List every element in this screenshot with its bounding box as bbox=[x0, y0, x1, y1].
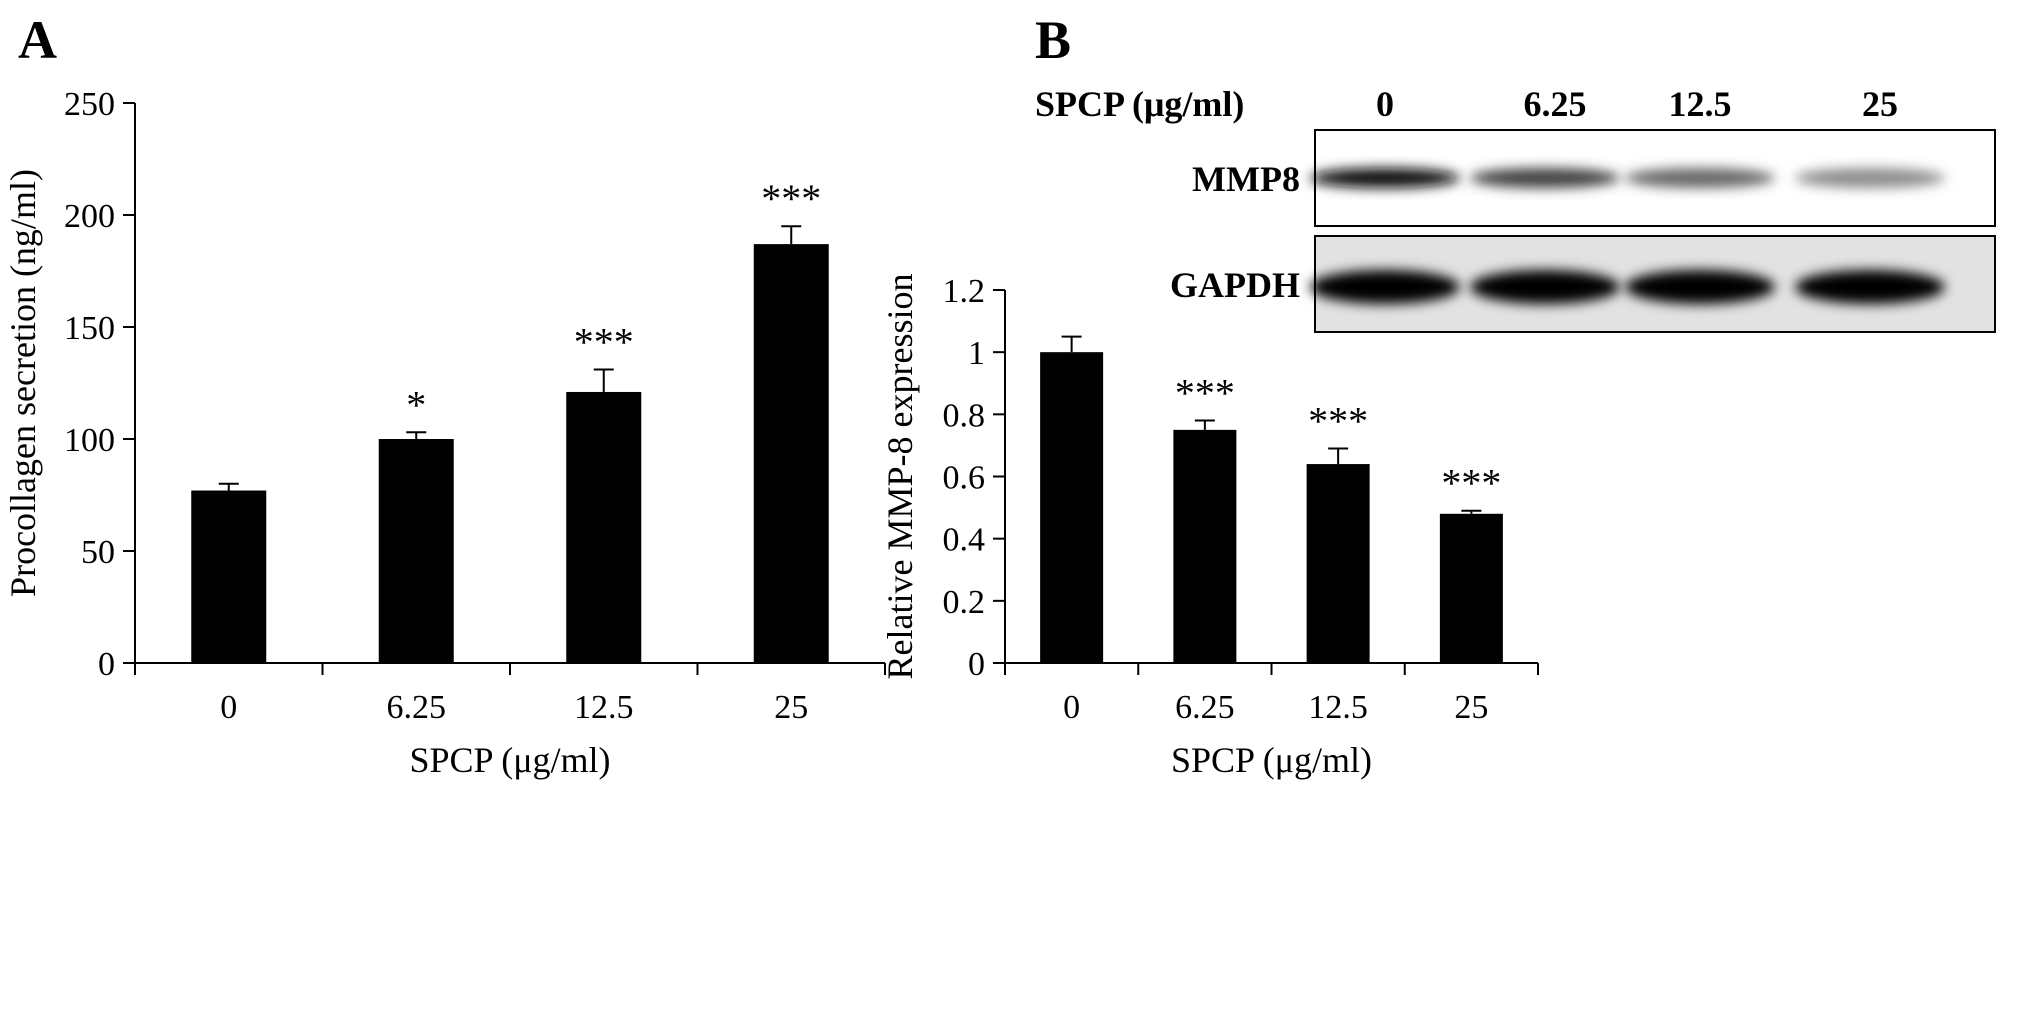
significance-label: *** bbox=[574, 320, 634, 365]
blot-band bbox=[1310, 270, 1460, 304]
blot-band bbox=[1470, 168, 1620, 188]
chart-a-x-ticks: 0 6.25 12.5 25 bbox=[134, 663, 886, 726]
y-tick-label: 0.2 bbox=[943, 584, 986, 621]
y-tick-label: 0.6 bbox=[943, 460, 986, 497]
blot-lane-label: 6.25 bbox=[1524, 84, 1587, 124]
blot-lane-label: 0 bbox=[1376, 84, 1394, 124]
significance-label: *** bbox=[761, 176, 821, 221]
bar bbox=[1306, 464, 1370, 663]
chart-a-y-ticks: 0 50 100 150 200 250 bbox=[64, 86, 135, 683]
blot-rows: MMP8 GAPDH bbox=[1170, 129, 1996, 333]
x-tick-label: 6.25 bbox=[387, 689, 447, 726]
blot-band bbox=[1310, 168, 1460, 188]
blot-lane-label: 12.5 bbox=[1669, 84, 1732, 124]
blot-band bbox=[1795, 270, 1945, 304]
blot-row: MMP8 bbox=[1192, 129, 1996, 227]
significance-label: *** bbox=[1441, 461, 1501, 506]
blot-row: GAPDH bbox=[1170, 235, 1996, 333]
y-tick-label: 150 bbox=[64, 310, 115, 347]
blot-row-label: MMP8 bbox=[1192, 159, 1300, 199]
chart-a-x-axis-label: SPCP (μg/ml) bbox=[409, 740, 610, 780]
significance-label: * bbox=[406, 382, 426, 427]
chart-b-x-ticks: 0 6.25 12.5 25 bbox=[1004, 663, 1539, 726]
bar bbox=[191, 490, 267, 663]
x-tick-label: 25 bbox=[774, 689, 808, 726]
y-tick-label: 0 bbox=[98, 646, 115, 683]
western-blot: SPCP (μg/ml) 0 6.25 12.5 25 MMP8 GAPDH bbox=[1035, 84, 1996, 333]
bar bbox=[378, 439, 454, 663]
y-tick-label: 1 bbox=[968, 335, 985, 372]
blot-band bbox=[1470, 270, 1620, 304]
chart-a-error-bars bbox=[218, 225, 802, 491]
chart-b: 0 0.2 0.4 0.6 0.8 1 1.2 0 6.25 12.5 25 *** ****** … bbox=[880, 273, 1539, 780]
bar bbox=[1439, 513, 1503, 663]
x-tick-label: 0 bbox=[220, 689, 237, 726]
blot-band bbox=[1625, 270, 1775, 304]
blot-band bbox=[1625, 168, 1775, 188]
bar bbox=[1173, 429, 1237, 663]
y-tick-label: 0.8 bbox=[943, 397, 986, 434]
y-tick-label: 1.2 bbox=[943, 273, 986, 310]
chart-a-bars bbox=[191, 244, 829, 663]
chart-b-y-axis-label: Relative MMP-8 expression bbox=[880, 274, 920, 680]
chart-a-significance: ******* bbox=[406, 176, 821, 427]
bar bbox=[753, 244, 829, 663]
chart-b-error-bars bbox=[1061, 335, 1482, 514]
x-tick-label: 6.25 bbox=[1175, 689, 1235, 726]
blot-lane-label: 25 bbox=[1862, 84, 1898, 124]
y-tick-label: 0.4 bbox=[943, 522, 986, 559]
chart-b-x-axis-label: SPCP (μg/ml) bbox=[1171, 740, 1372, 780]
x-tick-label: 12.5 bbox=[574, 689, 634, 726]
panel-b-letter: B bbox=[1035, 10, 1071, 70]
y-tick-label: 50 bbox=[81, 534, 115, 571]
y-tick-label: 100 bbox=[64, 422, 115, 459]
blot-row-label: GAPDH bbox=[1170, 265, 1300, 305]
blot-lane-labels: 0 6.25 12.5 25 bbox=[1376, 84, 1898, 124]
chart-b-significance: *** *** *** bbox=[1175, 371, 1502, 506]
x-tick-label: 0 bbox=[1063, 689, 1080, 726]
bar bbox=[1040, 352, 1104, 663]
panel-a-letter: A bbox=[18, 10, 57, 70]
chart-b-bars bbox=[1040, 352, 1503, 663]
significance-label: *** bbox=[1175, 371, 1235, 416]
blot-header-label: SPCP (μg/ml) bbox=[1035, 84, 1244, 124]
blot-band bbox=[1795, 168, 1945, 188]
x-tick-label: 12.5 bbox=[1308, 689, 1368, 726]
y-tick-label: 0 bbox=[968, 646, 985, 683]
y-tick-label: 200 bbox=[64, 198, 115, 235]
significance-label: *** bbox=[1308, 399, 1368, 444]
chart-a-y-axis-label: Procollagen secretion (ng/ml) bbox=[3, 169, 43, 597]
bar bbox=[566, 391, 642, 663]
x-tick-label: 25 bbox=[1454, 689, 1488, 726]
chart-b-y-ticks: 0 0.2 0.4 0.6 0.8 1 1.2 bbox=[943, 273, 1005, 683]
y-tick-label: 250 bbox=[64, 86, 115, 123]
